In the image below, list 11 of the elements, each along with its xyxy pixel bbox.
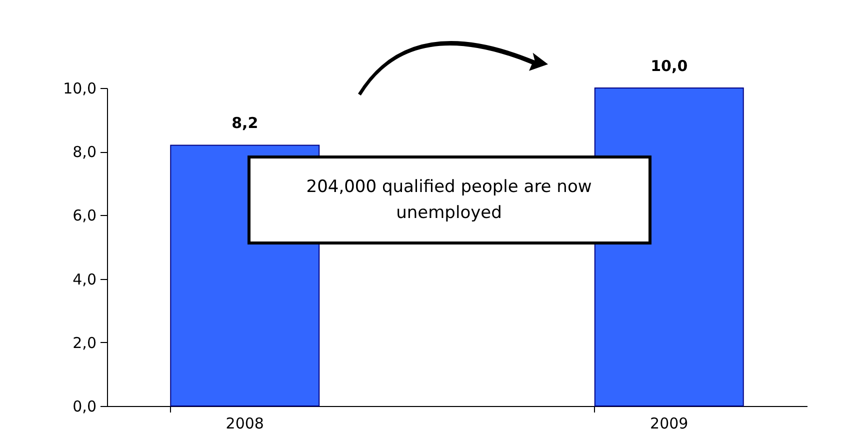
annotation: 204,000 qualified people are now unemployed (306, 177, 592, 223)
data-label: 8,2 (232, 114, 258, 132)
x-tick-label: 2008 (226, 414, 264, 432)
y-tick-label: 10,0 (63, 80, 96, 98)
y-tick-label: 2,0 (72, 334, 96, 352)
y-tick-label: 4,0 (72, 270, 96, 288)
y-tick-label: 0,0 (72, 398, 96, 416)
y-tick-label: 6,0 (72, 206, 96, 225)
y-tick-label: 8,0 (72, 143, 96, 162)
x-tick-label: 2009 (650, 414, 688, 432)
data-label: 10,0 (650, 57, 688, 75)
